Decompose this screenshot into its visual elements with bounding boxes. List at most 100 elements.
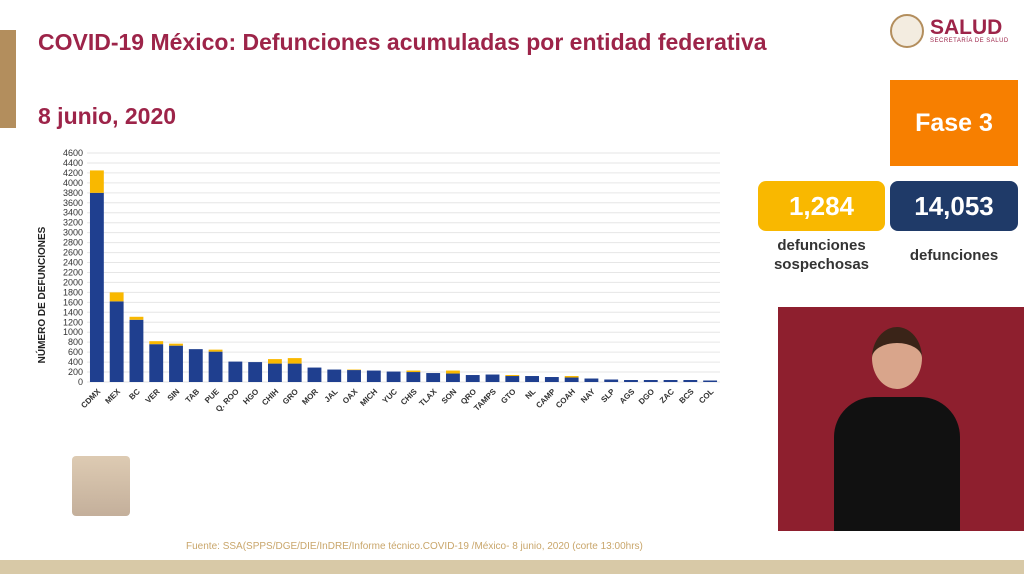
bar-confirmadas — [406, 372, 421, 382]
y-tick-label: 1400 — [63, 307, 83, 317]
y-tick-label: 600 — [68, 347, 83, 357]
bar-confirmadas — [446, 373, 460, 382]
y-tick-label: 3600 — [63, 198, 83, 208]
x-tick-label: MICH — [358, 387, 379, 408]
bar-confirmadas — [683, 380, 698, 382]
bar-confirmadas — [703, 380, 718, 382]
x-tick-label: SON — [440, 387, 459, 406]
bar-confirmadas — [267, 363, 282, 382]
x-tick-label: COAH — [554, 387, 577, 410]
x-tick-label: CDMX — [79, 387, 102, 410]
y-tick-label: 4400 — [63, 158, 83, 168]
accent-bar — [0, 30, 16, 128]
bar-confirmadas — [149, 344, 164, 382]
x-tick-label: TAMPS — [472, 387, 498, 413]
footer-bar — [0, 560, 1024, 574]
bar-confirmadas — [485, 374, 500, 382]
x-tick-label: SLP — [599, 387, 617, 405]
bar-confirmadas — [584, 378, 599, 382]
bar-confirmadas — [89, 192, 104, 382]
bar-confirmadas — [169, 345, 183, 382]
logo-text: SALUD — [930, 16, 1003, 39]
bar-confirmadas — [643, 380, 658, 382]
bar-confirmadas — [624, 380, 638, 382]
bar-confirmadas — [544, 377, 559, 382]
bar-confirmadas — [287, 363, 302, 382]
seal-icon — [890, 14, 924, 48]
x-tick-label: JAL — [323, 387, 340, 404]
y-tick-label: 2000 — [63, 277, 83, 287]
y-axis-label: NÚMERO DE DEFUNCIONES — [35, 226, 48, 363]
bar-confirmadas — [208, 351, 223, 382]
bar-confirmadas — [604, 379, 619, 382]
x-tick-label: MEX — [103, 387, 122, 406]
bar-confirmadas — [663, 380, 678, 382]
bar-confirmadas — [564, 377, 579, 382]
source-note: Fuente: SSA(SPPS/DGE/DIE/InDRE/Informe t… — [186, 541, 643, 552]
interpreter-head — [872, 327, 922, 389]
x-tick-label: DGO — [637, 387, 656, 406]
sign-language-interpreter-video — [778, 307, 1024, 531]
y-tick-label: 2400 — [63, 258, 83, 268]
y-tick-label: 2200 — [63, 267, 83, 277]
bar-confirmadas — [307, 367, 322, 382]
suspected-deaths-label: defunciones sospechosas — [773, 237, 870, 273]
deaths-bar-chart: NÚMERO DE DEFUNCIONES 020040060080010001… — [35, 148, 720, 414]
bar-sospechosas — [129, 316, 144, 320]
x-tick-label: CHIH — [260, 387, 280, 407]
bar-sospechosas — [505, 375, 520, 377]
y-tick-label: 800 — [68, 337, 83, 347]
bar-sospechosas — [267, 359, 282, 364]
x-tick-label: SIN — [166, 387, 182, 403]
bar-sospechosas — [109, 292, 124, 302]
y-tick-label: 4200 — [63, 168, 83, 178]
y-tick-label: 0 — [78, 377, 83, 387]
logo-subtext: SECRETARÍA DE SALUD — [930, 38, 1009, 44]
bar-confirmadas — [465, 375, 480, 382]
bar-confirmadas — [525, 376, 540, 382]
x-tick-label: NL — [524, 387, 538, 401]
bar-sospechosas — [406, 370, 421, 373]
page-title: COVID-19 México: Defunciones acumuladas … — [38, 29, 767, 55]
y-tick-label: 1200 — [63, 317, 83, 327]
confirmed-deaths-label: defunciones — [909, 247, 999, 264]
y-tick-label: 1000 — [63, 327, 83, 337]
bar-confirmadas — [228, 361, 243, 382]
bar-confirmadas — [129, 319, 144, 382]
y-tick-label: 3000 — [63, 228, 83, 238]
y-tick-label: 2800 — [63, 238, 83, 248]
x-tick-label: MOR — [300, 387, 320, 407]
y-tick-label: 1800 — [63, 287, 83, 297]
x-tick-label: GTO — [499, 387, 518, 406]
x-tick-label: COL — [697, 387, 715, 405]
x-tick-label: ZAC — [658, 387, 676, 405]
y-tick-label: 3400 — [63, 208, 83, 218]
bar-confirmadas — [347, 370, 361, 382]
bar-confirmadas — [327, 369, 342, 382]
x-tick-label: GRO — [281, 387, 300, 406]
confirmed-deaths-value: 14,053 — [890, 181, 1018, 231]
x-tick-label: BCS — [677, 387, 696, 406]
report-date: 8 junio, 2020 — [38, 103, 177, 129]
bar-sospechosas — [169, 343, 183, 346]
bar-confirmadas — [505, 376, 520, 382]
bar-confirmadas — [109, 301, 124, 382]
y-tick-label: 4000 — [63, 178, 83, 188]
x-tick-label: TAB — [184, 387, 202, 405]
x-tick-label: OAX — [341, 387, 360, 406]
y-tick-label: 400 — [68, 357, 83, 367]
salud-logo: SALUD SECRETARÍA DE SALUD — [890, 14, 1009, 48]
y-tick-label: 2600 — [63, 248, 83, 258]
emblem-logo — [72, 456, 130, 516]
x-tick-label: CHIS — [399, 387, 419, 407]
bar-confirmadas — [248, 362, 263, 382]
bar-sospechosas — [89, 170, 104, 193]
bar-sospechosas — [446, 370, 460, 374]
x-tick-label: YUC — [381, 387, 399, 405]
bar-confirmadas — [426, 373, 441, 382]
bar-sospechosas — [287, 358, 302, 364]
bar-confirmadas — [188, 349, 203, 382]
x-tick-label: HGO — [241, 387, 260, 406]
interpreter-figure — [834, 397, 960, 531]
bar-sospechosas — [208, 349, 223, 352]
